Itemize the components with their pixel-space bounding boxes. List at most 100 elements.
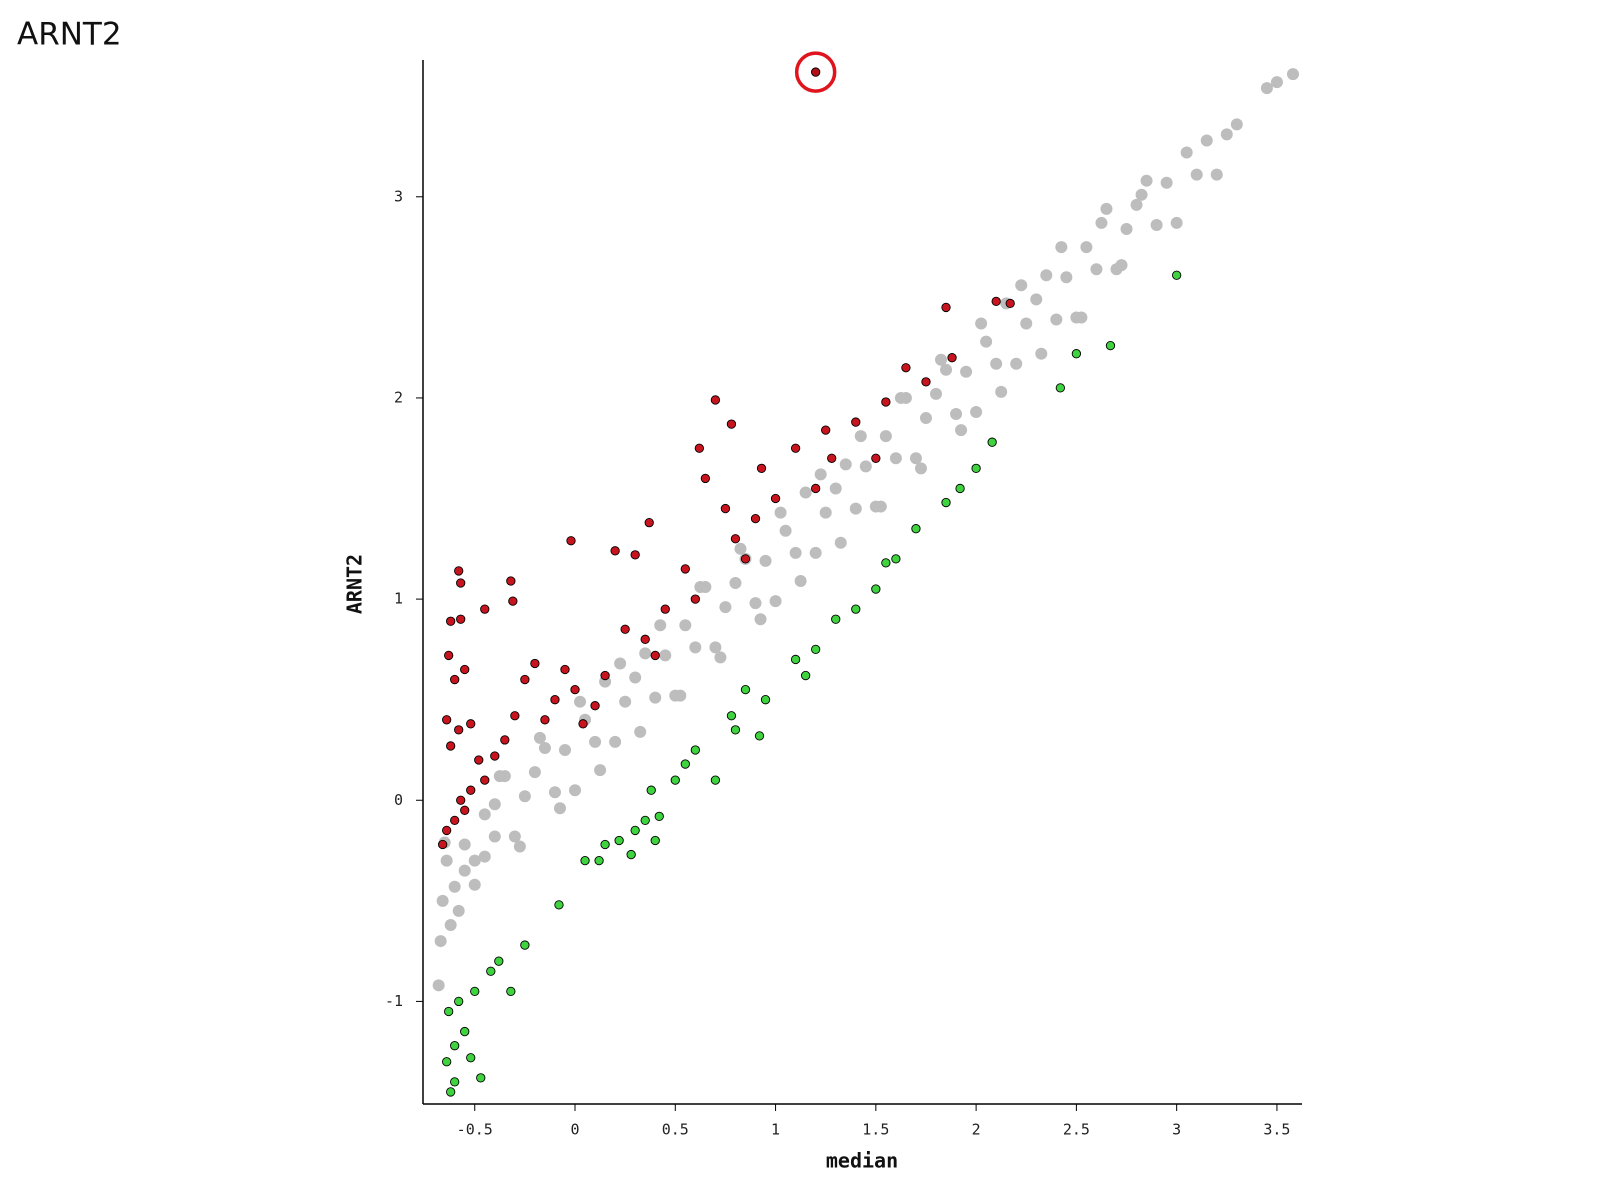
point: [1120, 222, 1133, 235]
point: [790, 443, 801, 453]
point: [779, 524, 792, 537]
point: [811, 644, 821, 655]
x-tick-label: 1: [771, 1121, 780, 1139]
point: [754, 613, 767, 626]
point: [452, 904, 465, 917]
point: [859, 460, 872, 473]
point: [911, 524, 921, 534]
point: [770, 493, 781, 504]
point: [811, 483, 821, 494]
point: [955, 483, 965, 494]
point: [614, 657, 627, 670]
point: [1130, 198, 1143, 211]
point: [553, 802, 566, 815]
point: [827, 453, 837, 463]
point: [726, 711, 737, 721]
x-axis-title: median: [826, 1149, 898, 1173]
x-tick-label: 2.5: [1063, 1121, 1090, 1139]
point: [1020, 317, 1033, 330]
point: [610, 546, 620, 556]
point: [940, 363, 953, 376]
point: [790, 654, 801, 665]
point: [629, 671, 642, 684]
point: [554, 900, 564, 910]
point: [750, 513, 761, 524]
y-tick-label: 0: [394, 791, 403, 809]
point: [760, 695, 771, 705]
point: [480, 604, 490, 614]
x-tick-label: 2: [972, 1121, 981, 1139]
point: [995, 385, 1008, 398]
point: [550, 695, 560, 705]
point: [834, 536, 847, 549]
point: [694, 581, 707, 594]
point: [1105, 340, 1116, 351]
point: [819, 506, 832, 519]
point: [1015, 279, 1028, 292]
point: [800, 670, 811, 681]
point: [450, 1041, 460, 1051]
point: [879, 430, 892, 443]
point: [609, 735, 622, 748]
point: [1100, 202, 1113, 215]
point: [454, 996, 464, 1007]
point: [570, 684, 580, 695]
point: [533, 731, 546, 744]
point: [730, 725, 741, 735]
point: [839, 458, 852, 471]
point: [851, 604, 861, 614]
point: [749, 597, 762, 610]
point: [548, 786, 561, 799]
point: [980, 335, 993, 348]
point: [1090, 263, 1103, 276]
point: [560, 664, 570, 675]
point: [694, 443, 705, 453]
point: [1055, 241, 1068, 254]
point: [490, 751, 500, 761]
point: [1030, 293, 1043, 306]
point: [600, 839, 610, 850]
point: [921, 377, 931, 387]
point: [709, 641, 722, 654]
point: [990, 357, 1003, 370]
point: [454, 566, 464, 576]
point: [971, 463, 981, 473]
point: [1035, 347, 1048, 360]
point: [889, 452, 902, 465]
point: [909, 452, 922, 465]
point: [466, 785, 476, 795]
point: [1050, 313, 1063, 326]
point: [674, 689, 687, 702]
x-tick-label: 0: [570, 1121, 579, 1139]
highlight-ring: [794, 51, 837, 93]
point: [1010, 357, 1023, 370]
point: [729, 577, 742, 590]
point: [456, 578, 466, 588]
point: [493, 770, 506, 783]
point: [639, 647, 652, 660]
point: [831, 614, 841, 624]
point: [442, 715, 452, 725]
point: [680, 564, 690, 574]
y-tick-label: 1: [394, 590, 403, 608]
point: [434, 935, 447, 948]
point: [659, 649, 672, 662]
point: [488, 830, 501, 843]
point: [478, 850, 491, 863]
point: [1040, 269, 1053, 282]
point: [486, 966, 496, 976]
point: [821, 425, 831, 435]
point: [690, 745, 700, 755]
y-tick-label: 2: [394, 388, 403, 406]
point: [442, 825, 452, 836]
point: [955, 424, 968, 437]
point: [528, 766, 541, 779]
point: [689, 641, 702, 654]
point: [513, 840, 526, 853]
point: [626, 849, 636, 860]
point: [518, 790, 531, 803]
point: [881, 558, 891, 568]
point: [478, 808, 491, 821]
point: [440, 854, 453, 867]
point: [580, 855, 590, 866]
